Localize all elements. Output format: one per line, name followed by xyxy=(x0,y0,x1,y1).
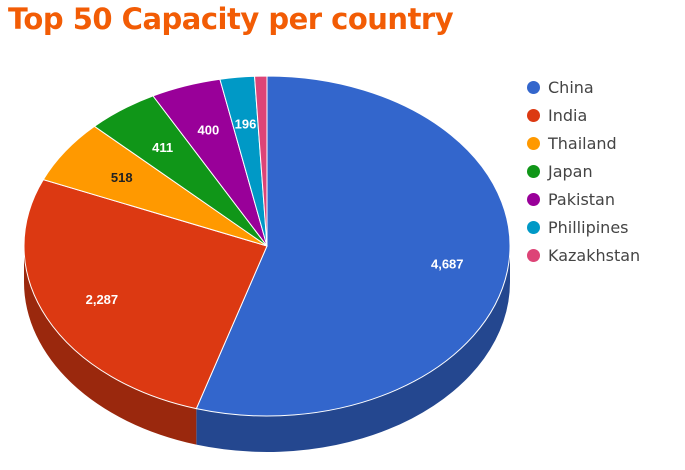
legend-item-china[interactable]: China xyxy=(527,73,640,101)
legend-item-pakistan[interactable]: Pakistan xyxy=(527,185,640,213)
legend-item-japan[interactable]: Japan xyxy=(527,157,640,185)
legend-item-india[interactable]: India xyxy=(527,101,640,129)
slice-label-pakistan: 400 xyxy=(198,123,220,138)
slice-label-china: 4,687 xyxy=(431,257,464,272)
legend-swatch-kazakhstan xyxy=(527,248,540,262)
legend-swatch-india xyxy=(527,108,540,122)
legend-swatch-thailand xyxy=(527,136,540,150)
slice-label-thailand: 518 xyxy=(111,170,133,185)
legend-label-india: India xyxy=(548,105,588,125)
slice-side-china xyxy=(196,246,510,452)
legend-swatch-phillipines xyxy=(527,220,540,234)
legend-swatch-japan xyxy=(527,164,540,178)
slice-label-india: 2,287 xyxy=(86,292,119,307)
slice-india[interactable] xyxy=(23,179,268,410)
pie-sides xyxy=(24,246,510,452)
slice-labels: 4,687 2,287 518 411 400 196 xyxy=(86,117,464,307)
legend-label-pakistan: Pakistan xyxy=(548,189,615,209)
slice-kazakhstan[interactable] xyxy=(253,75,268,247)
legend-item-thailand[interactable]: Thailand xyxy=(527,129,640,157)
legend-label-china: China xyxy=(548,77,594,97)
legend-swatch-china xyxy=(527,80,540,94)
legend: China India Thailand Japan Pakistan Phillipin… xyxy=(527,73,640,269)
legend-item-phillipines[interactable]: Phillipines xyxy=(527,213,640,241)
chart-title: Top 50 Capacity per country xyxy=(8,2,454,36)
legend-label-japan: Japan xyxy=(548,161,593,181)
slice-label-phillipines: 196 xyxy=(235,117,257,132)
legend-label-kazakhstan: Kazakhstan xyxy=(548,245,641,265)
pie-slices xyxy=(23,75,511,417)
slice-china[interactable] xyxy=(195,75,511,417)
legend-swatch-pakistan xyxy=(527,192,540,206)
legend-label-phillipines: Phillipines xyxy=(548,217,629,237)
slice-label-japan: 411 xyxy=(152,140,173,155)
slice-side-india xyxy=(24,246,197,445)
legend-item-kazakhstan[interactable]: Kazakhstan xyxy=(527,241,640,269)
legend-label-thailand: Thailand xyxy=(548,133,617,153)
